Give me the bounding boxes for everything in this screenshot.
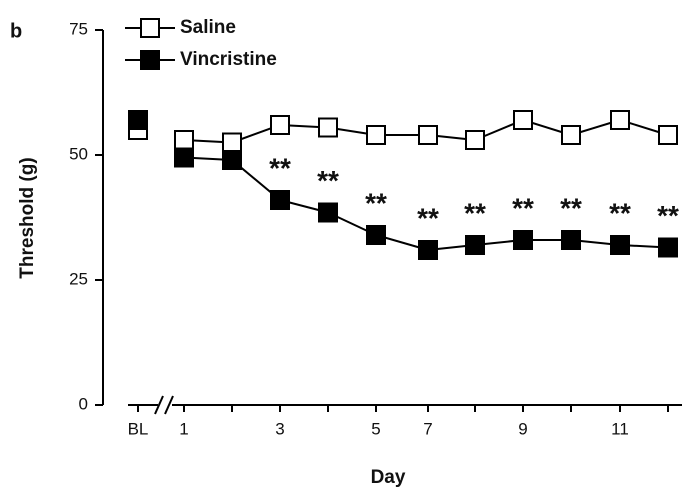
x-tick-label: 3	[275, 419, 284, 438]
panel-label: b	[10, 20, 22, 42]
data-point	[222, 150, 242, 170]
data-point	[610, 110, 630, 130]
data-point	[465, 130, 485, 150]
data-point	[561, 230, 581, 250]
significance-label: **	[365, 187, 387, 218]
significance-label: **	[464, 197, 486, 228]
significance-label: **	[417, 202, 439, 233]
significance-label: **	[512, 192, 534, 223]
data-point	[658, 237, 678, 258]
legend-label: Saline	[180, 17, 236, 38]
data-point	[418, 240, 438, 260]
data-point	[174, 130, 194, 150]
data-point	[513, 230, 533, 250]
x-tick-label: 5	[371, 419, 380, 438]
significance-label: **	[269, 152, 291, 183]
data-point	[128, 110, 148, 130]
data-point	[174, 147, 194, 168]
data-point	[270, 115, 290, 135]
significance-label: **	[657, 200, 679, 231]
axis-break	[154, 395, 174, 415]
data-point	[366, 225, 386, 245]
data-point	[513, 110, 533, 130]
data-point	[270, 190, 290, 210]
data-point	[366, 125, 386, 145]
data-point	[222, 132, 242, 153]
legend-label: Vincristine	[180, 49, 277, 70]
y-axis-label: Threshold (g)	[17, 157, 38, 278]
data-point	[465, 235, 485, 255]
data-point	[658, 125, 678, 145]
legend-swatch	[140, 18, 160, 38]
x-axis-label: Day	[371, 467, 406, 488]
significance-label: **	[560, 192, 582, 223]
x-tick-label: 7	[423, 419, 432, 438]
data-point	[318, 202, 338, 223]
data-point	[610, 235, 630, 255]
x-tick-label: 1	[179, 419, 188, 438]
significance-label: **	[317, 165, 339, 196]
y-tick-label: 75	[69, 19, 88, 38]
y-tick-label: 0	[79, 394, 88, 413]
data-point	[318, 117, 338, 138]
data-point	[418, 125, 438, 145]
x-tick-label: 11	[611, 419, 629, 438]
significance-label: **	[609, 197, 631, 228]
y-tick-label: 25	[69, 269, 88, 288]
data-point	[561, 125, 581, 145]
x-tick-label: 9	[518, 419, 527, 438]
legend-swatch	[140, 50, 160, 70]
x-tick-label: BL	[128, 419, 149, 438]
y-tick-label: 50	[69, 144, 88, 163]
